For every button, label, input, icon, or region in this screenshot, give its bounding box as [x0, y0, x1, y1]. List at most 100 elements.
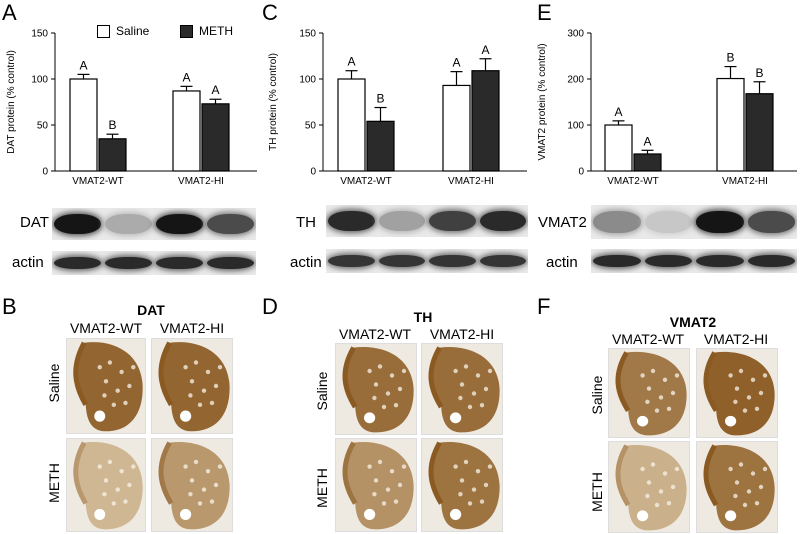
fiber-bundle: [131, 464, 136, 469]
col-label-wt-2: VMAT2-WT: [338, 326, 412, 342]
striatum-tissue: [707, 444, 775, 531]
y-tick-label: 0: [42, 167, 48, 178]
fiber-bundle: [115, 388, 120, 393]
blot-band: [479, 211, 526, 231]
fiber-bundle: [645, 493, 650, 499]
y-tick-label: 100: [31, 75, 48, 86]
fiber-bundle: [205, 469, 211, 474]
fiber-bundle: [467, 404, 473, 410]
blot-band: [644, 211, 692, 233]
tissue-edge: [342, 346, 358, 409]
x-tick-label: VMAT2-WT: [340, 176, 391, 187]
fiber-bundle: [131, 365, 136, 370]
bar: [604, 124, 633, 172]
bar: [69, 78, 98, 172]
fiber-bundle: [758, 484, 764, 490]
fiber-bundle: [111, 402, 116, 407]
fiber-bundle: [381, 501, 387, 506]
tissue-edge: [158, 341, 174, 407]
section-image: [608, 441, 690, 533]
fiber-bundle: [475, 469, 481, 474]
fiber-bundle: [107, 459, 113, 465]
legend-saline-label: Saline: [116, 24, 150, 38]
section-image: [335, 438, 417, 532]
significance-letter: A: [614, 105, 622, 119]
fiber-bundle: [201, 487, 207, 492]
fiber-bundle: [650, 462, 656, 467]
blot-band: [747, 211, 795, 233]
striatum-tissue: [162, 342, 230, 432]
fiber-bundle: [401, 368, 407, 374]
blot-label-actin-2: actin: [290, 254, 322, 271]
significance-letter: A: [211, 83, 219, 97]
fiber-bundle: [213, 482, 219, 488]
fiber-bundle: [453, 464, 458, 469]
fiber-bundle: [367, 464, 372, 469]
striatum-tissue: [162, 442, 230, 530]
blot-band: [328, 211, 375, 231]
brain-section-drawing: [422, 439, 502, 531]
bar: [471, 70, 500, 172]
fiber-bundle: [397, 482, 403, 488]
y-tick-label: 200: [567, 75, 584, 86]
fiber-bundle: [373, 382, 379, 387]
fiber-bundle: [754, 406, 760, 412]
fiber-bundle: [103, 379, 109, 384]
section-title-th: TH: [413, 309, 433, 325]
fiber-bundle: [646, 480, 652, 485]
y-axis-label: DAT protein (% control): [6, 50, 17, 154]
fiber-bundle: [662, 471, 668, 476]
fiber-bundle: [119, 469, 124, 474]
th-bar-chart: 0 50 100 150 TH protein (% control) A B VMAT2-W…: [268, 29, 527, 187]
y-tick-label: 50: [305, 121, 317, 132]
blot-band: [207, 257, 254, 269]
fiber-bundle: [217, 464, 223, 469]
fiber-bundle: [197, 402, 203, 407]
striatum-tissue: [432, 442, 500, 530]
anterior-commissure: [180, 410, 192, 422]
fiber-bundle: [401, 464, 407, 469]
fiber-bundle: [463, 459, 469, 465]
x-tick-label: VMAT2-HI: [448, 176, 494, 187]
blot-band: [429, 211, 476, 231]
fiber-bundle: [393, 499, 399, 504]
blot-label-vmat2: VMAT2: [538, 214, 587, 231]
legend-meth: METH: [180, 24, 233, 38]
fiber-bundle: [733, 399, 738, 404]
blot-band: [429, 255, 476, 267]
bar: [201, 103, 230, 172]
fiber-bundle: [213, 383, 219, 389]
fiber-bundle: [475, 373, 481, 378]
dat-bar-chart: 0 50 100 150 DAT protein (% control) A B VMAT2-…: [6, 29, 257, 187]
significance-letter: A: [347, 55, 355, 69]
fiber-bundle: [487, 368, 493, 374]
row-label-meth-1: METH: [46, 463, 62, 503]
fiber-bundle: [188, 492, 193, 497]
y-tick-label: 300: [567, 29, 584, 40]
fiber-bundle: [389, 469, 395, 474]
fiber-bundle: [750, 471, 756, 476]
blot-band: [207, 214, 254, 234]
blot-band: [105, 257, 152, 269]
actin-blot-strip-2: [326, 249, 528, 273]
y-tick-label: 50: [37, 121, 49, 132]
tissue-edge: [703, 444, 719, 507]
fiber-bundle: [666, 501, 672, 506]
panel-letter-b: B: [2, 294, 17, 319]
fiber-bundle: [471, 391, 477, 396]
fiber-bundle: [381, 404, 387, 410]
y-tick-label: 0: [310, 167, 316, 178]
vmat2-bar-chart: 0 100 200 300 VMAT2 protein (% control) A A VMA…: [537, 29, 797, 187]
fiber-bundle: [389, 373, 395, 378]
fiber-bundle: [658, 489, 664, 494]
fiber-bundle: [111, 501, 116, 506]
significance-letter: B: [376, 92, 384, 106]
blot-label-actin-1: actin: [12, 254, 44, 271]
x-tick-label: VMAT2-HI: [722, 176, 768, 187]
fiber-bundle: [205, 369, 211, 375]
anterior-commissure: [725, 510, 737, 522]
striatum-tissue: [76, 342, 143, 432]
y-tick-label: 150: [31, 29, 48, 40]
fiber-bundle: [458, 492, 463, 497]
